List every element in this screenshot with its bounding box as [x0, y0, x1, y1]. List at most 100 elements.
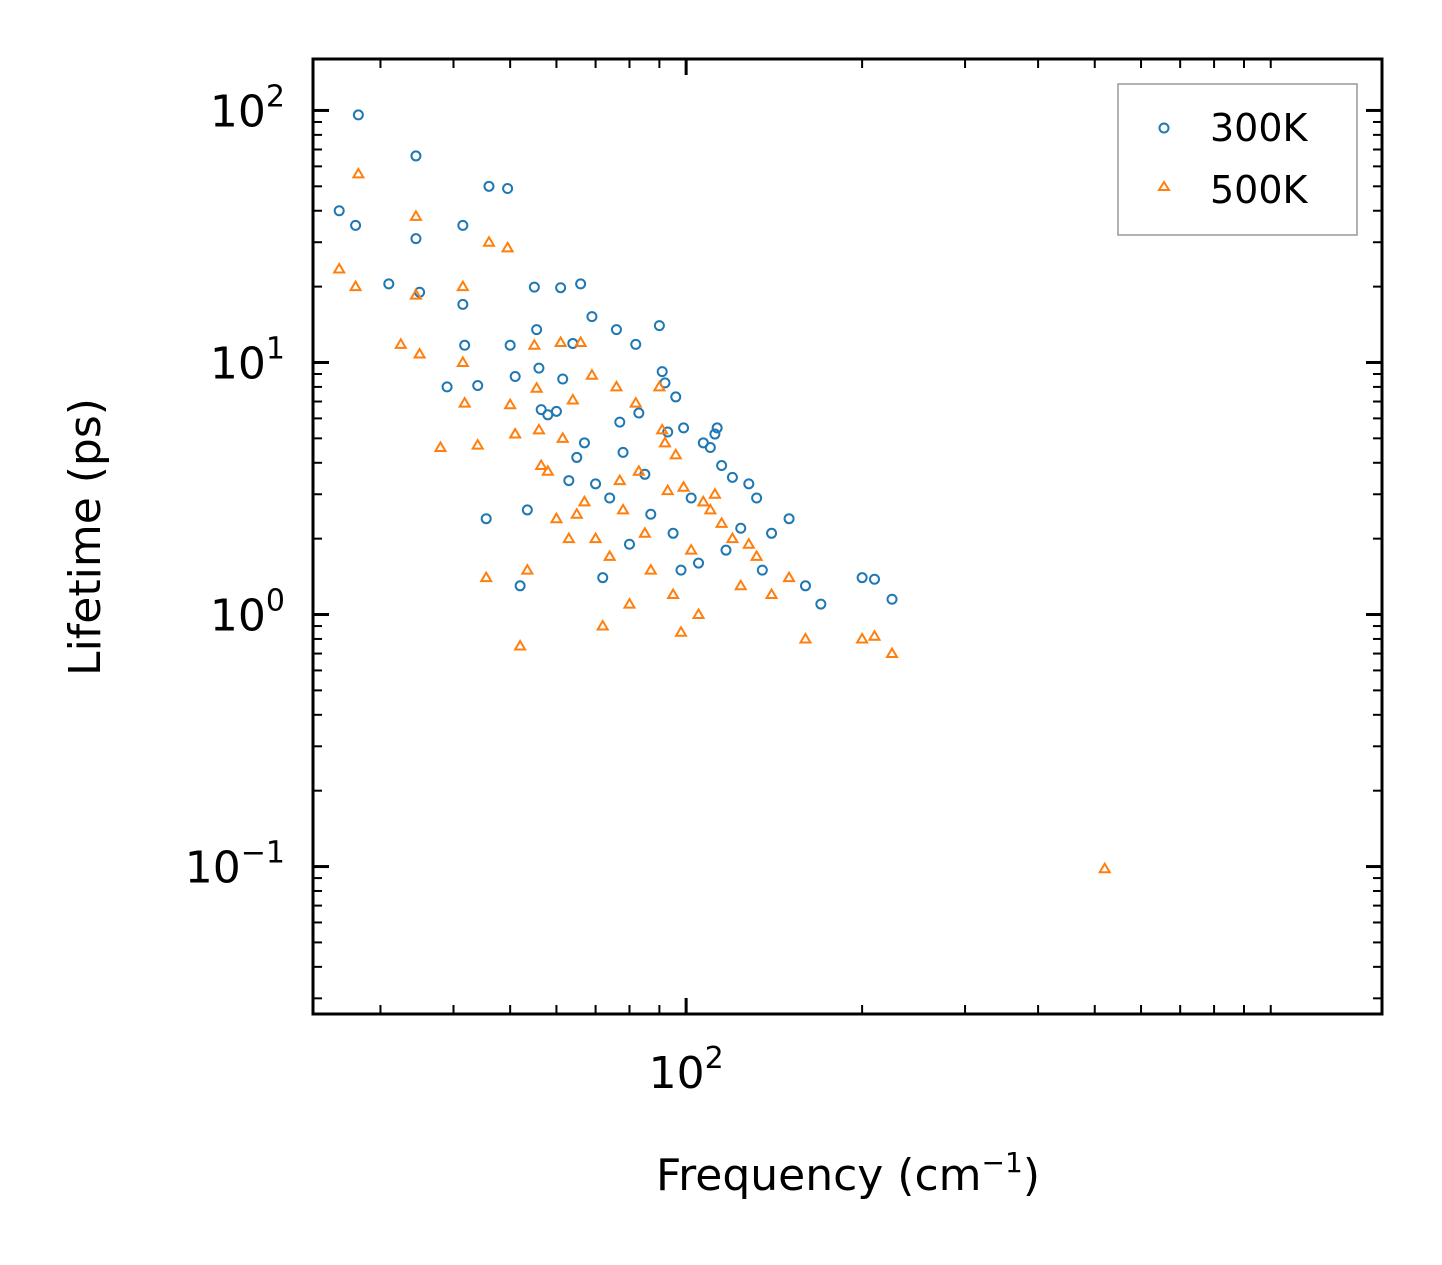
point-500K — [409, 209, 423, 221]
point-500K — [733, 578, 748, 591]
plot-frame — [311, 57, 1384, 1016]
point-300K — [667, 527, 679, 539]
point-500K — [742, 537, 756, 549]
point-500K — [456, 279, 470, 292]
point-500K — [629, 396, 643, 408]
point-300K — [869, 573, 881, 585]
point-500K — [684, 543, 698, 555]
point-300K — [604, 492, 616, 504]
point-300K — [586, 311, 598, 323]
point-300K — [333, 205, 345, 217]
point-500K — [562, 531, 576, 544]
point-500K — [714, 516, 729, 528]
point-500K — [394, 337, 408, 349]
point-300K — [472, 380, 484, 392]
point-300K — [678, 422, 690, 434]
point-300K — [531, 324, 543, 336]
legend-marker-300K — [1158, 122, 1170, 134]
point-300K — [514, 580, 526, 592]
point-300K — [557, 373, 569, 385]
point-300K — [457, 298, 469, 310]
point-500K — [595, 619, 610, 631]
point-500K — [660, 483, 675, 496]
point-300K — [675, 564, 687, 576]
x-axis-label: Frequency (cm−1) — [656, 1146, 1040, 1201]
x-axis-label-close: ) — [1023, 1150, 1040, 1201]
point-500K — [549, 511, 564, 524]
point-500K — [351, 166, 366, 179]
point-500K — [798, 631, 813, 644]
point-300K — [662, 426, 674, 438]
point-300K — [410, 150, 422, 162]
point-500K — [534, 458, 548, 471]
point-500K — [658, 435, 672, 448]
data-markers — [332, 109, 1112, 874]
point-500K — [674, 625, 688, 637]
point-500K — [691, 607, 706, 620]
point-300K — [535, 404, 547, 416]
point-500K — [532, 422, 546, 435]
point-300K — [704, 441, 716, 453]
point-300K — [751, 492, 763, 504]
point-500K — [609, 379, 624, 392]
point-300K — [623, 538, 635, 550]
point-500K — [1097, 861, 1112, 874]
point-500K — [696, 494, 711, 507]
point-300K — [614, 416, 626, 428]
point-500K — [669, 447, 683, 460]
point-300K — [633, 407, 645, 419]
point-500K — [520, 563, 535, 575]
point-500K — [573, 335, 588, 348]
point-300K — [709, 428, 721, 440]
point-500K — [616, 502, 630, 515]
point-300K — [756, 564, 768, 576]
point-500K — [566, 392, 580, 405]
point-300K — [590, 478, 602, 490]
point-500K — [585, 368, 599, 380]
point-500K — [644, 563, 658, 575]
point-500K — [513, 639, 527, 651]
point-300K — [533, 362, 545, 374]
point-500K — [885, 646, 899, 659]
point-500K — [332, 261, 346, 274]
y-tick-label: 100 — [210, 584, 285, 642]
point-500K — [553, 335, 568, 348]
point-300K — [383, 278, 395, 290]
point-500K — [749, 549, 764, 561]
y-axis-label: Lifetime (ps) — [60, 398, 111, 676]
point-300K — [815, 598, 827, 610]
point-300K — [720, 544, 732, 556]
point-500K — [508, 427, 522, 439]
point-500K — [457, 396, 472, 408]
point-500K — [782, 570, 796, 583]
point-500K — [529, 381, 544, 393]
point-500K — [570, 507, 584, 519]
point-300K — [766, 527, 778, 539]
point-300K — [726, 471, 738, 483]
point-300K — [693, 557, 705, 569]
point-500K — [666, 587, 680, 600]
point-500K — [412, 347, 427, 359]
point-300K — [735, 522, 747, 534]
point-300K — [550, 405, 562, 417]
point-300K — [617, 446, 629, 458]
legend-box — [1117, 83, 1358, 236]
point-300K — [685, 492, 697, 504]
point-300K — [350, 219, 362, 231]
point-300K — [743, 478, 755, 490]
point-500K — [867, 629, 882, 641]
axis-ticks — [313, 59, 1382, 1014]
y-tick-label: 102 — [210, 79, 285, 137]
point-500K — [676, 480, 691, 492]
point-300K — [670, 391, 682, 403]
point-300K — [555, 282, 567, 294]
point-500K — [577, 494, 592, 507]
legend: 300K 500K — [1117, 83, 1358, 236]
point-300K — [410, 233, 422, 245]
point-300K — [856, 572, 868, 584]
point-500K — [622, 597, 637, 609]
point-300K — [459, 339, 471, 351]
point-500K — [613, 473, 627, 486]
point-300K — [653, 320, 665, 332]
point-500K — [482, 235, 496, 247]
